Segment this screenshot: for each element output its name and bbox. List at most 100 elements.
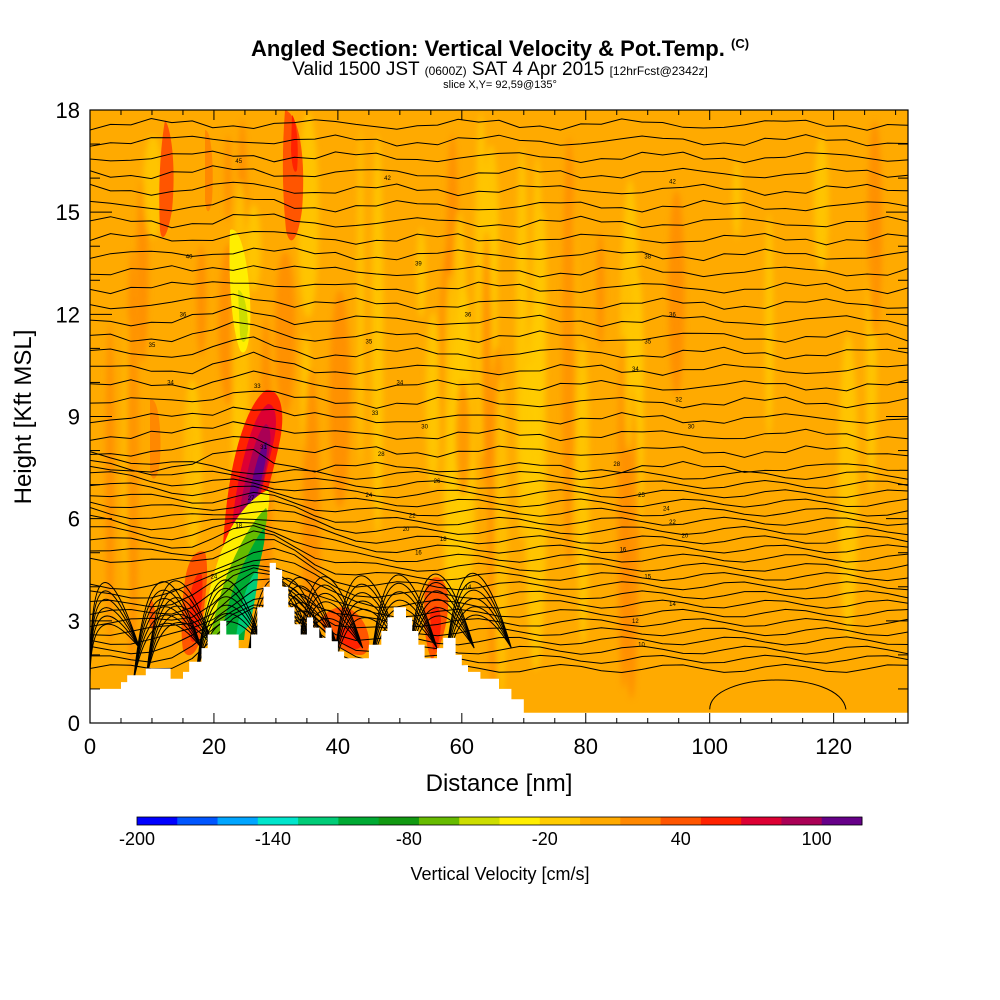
theta-contour-line — [90, 595, 908, 655]
velocity-streak — [275, 251, 296, 414]
colorbar-swatch — [781, 817, 823, 825]
theta-contour-label: 42 — [384, 176, 391, 182]
theta-contour-line — [90, 196, 908, 213]
theta-contour-label: 33 — [254, 384, 261, 390]
theta-contours — [90, 117, 908, 710]
theta-contour-line — [90, 471, 908, 499]
x-tick-label: 20 — [202, 734, 226, 759]
x-tick-label: 80 — [574, 734, 598, 759]
y-tick-label: 0 — [68, 711, 80, 736]
upper-downdraft-core — [238, 290, 248, 342]
theta-contour-label: 36 — [465, 312, 472, 318]
velocity-streak — [455, 380, 471, 497]
colorbar-swatch — [418, 817, 460, 825]
theta-contour-label: 35 — [366, 340, 373, 346]
colorbar-swatch — [620, 817, 662, 825]
y-tick-label: 6 — [68, 507, 80, 532]
colorbar-swatch — [741, 817, 782, 825]
velocity-streak — [732, 159, 741, 240]
theta-contour-line — [90, 451, 908, 481]
velocity-streak — [136, 179, 149, 363]
theta-contour-label: 15 — [644, 575, 651, 581]
velocity-streak — [481, 230, 492, 490]
theta-contour-line — [90, 336, 908, 360]
theta-contour-line — [90, 500, 908, 526]
theta-contour-line — [90, 181, 908, 197]
x-tick-label: 0 — [84, 734, 96, 759]
theta-contour-lobe — [145, 580, 215, 683]
colorbar-swatch — [499, 817, 541, 825]
velocity-streak — [297, 112, 319, 319]
theta-contour-line — [90, 230, 908, 246]
colorbar — [136, 816, 863, 826]
x-tick-label: 120 — [815, 734, 852, 759]
theta-contour-label: 40 — [186, 254, 193, 260]
theta-contour-line — [90, 578, 908, 637]
theta-contour-label: 38 — [644, 254, 651, 260]
theta-contour-label: 20 — [682, 534, 689, 540]
velocity-streak — [596, 231, 605, 350]
theta-contour-lobe — [368, 574, 438, 683]
velocity-streak — [196, 245, 207, 357]
theta-contour-label: 31 — [260, 445, 267, 451]
colorbar-swatch — [580, 817, 621, 825]
y-tick-label: 9 — [68, 405, 80, 430]
velocity-streak — [624, 313, 634, 453]
theta-contour-line — [90, 150, 908, 164]
theta-contour-line — [90, 265, 908, 278]
theta-contour-label: 30 — [421, 425, 428, 431]
theta-contour-line — [90, 406, 908, 425]
velocity-streak — [577, 337, 590, 647]
theta-contour-label: 28 — [378, 452, 385, 458]
theta-contour-line — [90, 247, 908, 262]
theta-contour-label: 33 — [372, 411, 379, 417]
theta-contour-label: 14 — [465, 585, 472, 591]
velocity-streak — [143, 134, 164, 239]
theta-contour-line — [90, 585, 908, 646]
theta-contour-line — [90, 459, 908, 490]
x-axis-label: Distance [nm] — [426, 770, 573, 797]
theta-contour-line — [90, 448, 908, 474]
colorbar-swatch — [700, 817, 742, 825]
colorbar-swatch — [378, 817, 420, 825]
theta-contour-line — [90, 525, 908, 563]
theta-contour-line — [90, 521, 908, 554]
theta-contour-line — [90, 165, 908, 180]
colorbar-tick-label: 40 — [671, 829, 691, 849]
theta-contour-line — [90, 213, 908, 229]
upper-rightside-orange — [205, 130, 213, 212]
colorbar-swatch — [177, 817, 219, 825]
colorbar-tick-label: 100 — [802, 829, 832, 849]
theta-contour-label: 14 — [669, 602, 676, 608]
colorbar-tick-labels: -200 -140 -80 -20 40 100 — [119, 829, 832, 849]
theta-contour-line — [90, 547, 908, 591]
theta-contour-line — [90, 281, 908, 295]
y-tick-label: 15 — [56, 200, 80, 225]
theta-contour-label: 18 — [235, 523, 242, 529]
theta-contour-closed — [709, 679, 847, 710]
theta-contour-label: 20 — [403, 527, 410, 533]
velocity-streak — [813, 135, 829, 273]
theta-contour-label: 32 — [675, 397, 682, 403]
theta-contour-line — [90, 507, 908, 536]
theta-contour-line — [90, 351, 908, 376]
theta-contour-line — [90, 530, 908, 572]
theta-contour-lobe — [442, 572, 512, 683]
theta-contour-line — [90, 491, 908, 517]
velocity-streak — [838, 334, 859, 639]
plot-area: 45 42 42 40 39 38 36 36 36 35 35 35 34 34 34 33 33 32 30 30… — [90, 110, 908, 723]
theta-contour-label: 27 — [248, 496, 255, 502]
upper-updraft-left — [159, 120, 174, 238]
theta-contour-label: 24 — [366, 493, 373, 499]
theta-contour-line — [90, 539, 908, 582]
theta-contour-label: 34 — [167, 380, 174, 386]
theta-contour-line — [90, 604, 908, 664]
theta-contour-label: 24 — [211, 575, 218, 581]
colorbar-swatch — [660, 817, 702, 825]
colorbar-swatch — [137, 817, 178, 825]
theta-contour-label: 10 — [638, 643, 645, 649]
chart-title: Angled Section: Vertical Velocity & Pot.… — [250, 36, 750, 61]
theta-contour-label: 26 — [434, 479, 441, 485]
velocity-streak — [329, 289, 351, 509]
theta-contour-line — [90, 421, 908, 442]
